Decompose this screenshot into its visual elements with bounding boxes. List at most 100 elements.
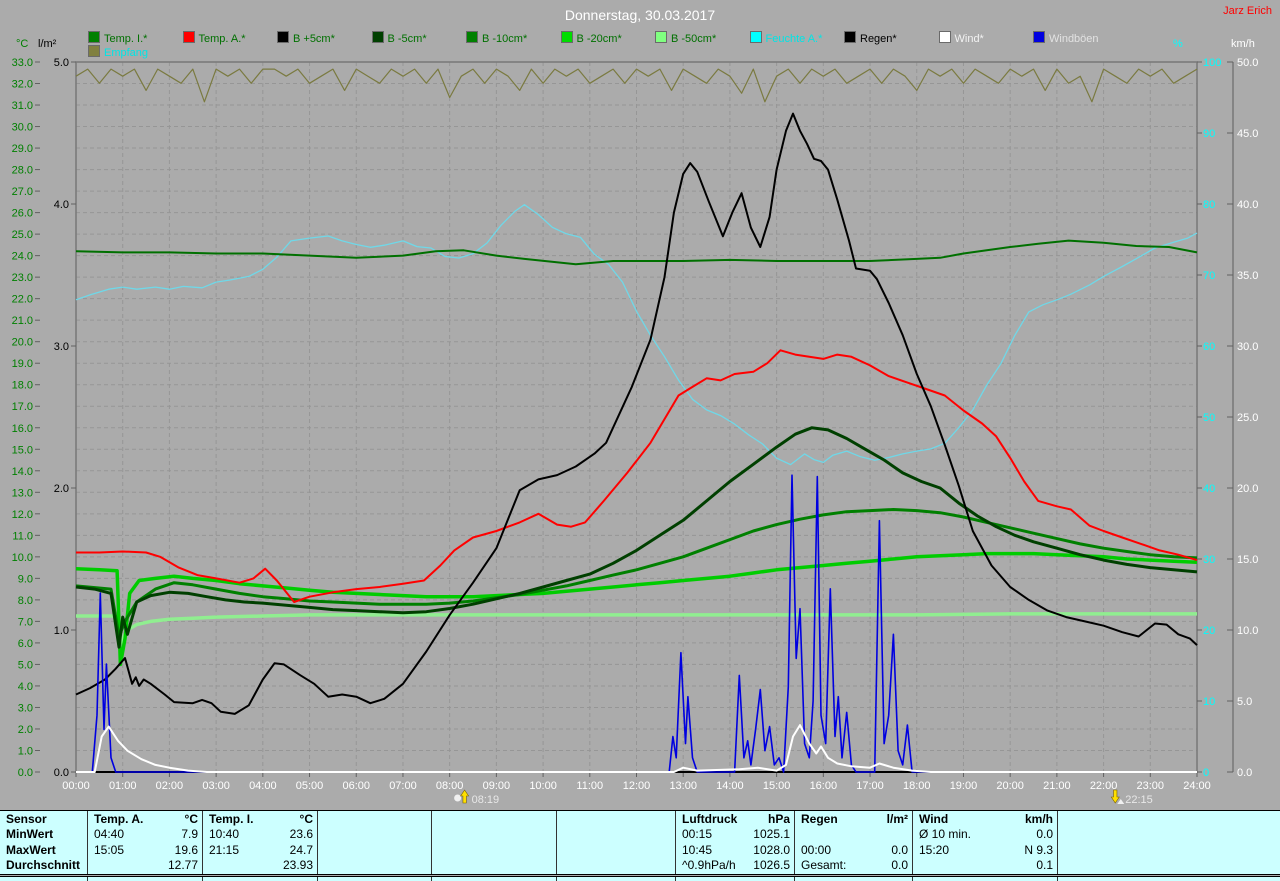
svg-text:12.0: 12.0 xyxy=(12,509,33,521)
svg-text:20.0: 20.0 xyxy=(12,337,33,349)
svg-text:18:00: 18:00 xyxy=(903,780,931,792)
legend-label: B -20cm* xyxy=(576,33,622,45)
legend-swatch-icon xyxy=(560,31,573,43)
svg-text:25.0: 25.0 xyxy=(12,229,33,241)
cell-value: 12.77 xyxy=(167,858,198,873)
legend-label: Wind* xyxy=(954,33,984,45)
svg-text:7.0: 7.0 xyxy=(18,616,33,628)
svg-text:60: 60 xyxy=(1203,341,1215,353)
series-b5 xyxy=(75,426,1198,649)
svg-text:04:00: 04:00 xyxy=(249,780,277,792)
svg-text:29.0: 29.0 xyxy=(12,143,33,155)
svg-text:19.0: 19.0 xyxy=(12,358,33,370)
table-column-regen: Regen l/m² 00:00 0.0 Gesamt: 0.0 xyxy=(795,811,913,874)
col-unit: °C xyxy=(299,812,313,826)
chart-canvas: 0.0 1.0 2.0 3.0 4.0 5.0 6.0 7.0 8.0 9.0 10.0 11.0 12… xyxy=(12,57,1259,806)
svg-text:5.0: 5.0 xyxy=(54,57,69,69)
table-column-empty-3 xyxy=(432,811,557,874)
legend-swatch-icon xyxy=(655,31,667,43)
unit-label-rain: l/m² xyxy=(38,38,57,50)
svg-text:00:00: 00:00 xyxy=(62,780,90,792)
svg-text:13:00: 13:00 xyxy=(669,780,697,792)
svg-text:20: 20 xyxy=(1203,625,1215,637)
legend-swatch-icon xyxy=(88,31,100,43)
stats-table: Sensor MinWert MaxWert Durchschnitt Temp. A.… xyxy=(0,810,1280,875)
svg-text:22.0: 22.0 xyxy=(12,294,33,306)
svg-text:07:00: 07:00 xyxy=(389,780,417,792)
svg-text:0: 0 xyxy=(1203,767,1209,779)
svg-text:18.0: 18.0 xyxy=(12,380,33,392)
svg-text:0.0: 0.0 xyxy=(18,767,33,779)
sunrise-marker: 08:19 xyxy=(454,789,499,806)
legend-swatch-icon xyxy=(371,31,384,43)
legend-label: Temp. A.* xyxy=(198,33,246,45)
svg-text:20:00: 20:00 xyxy=(996,780,1024,792)
svg-text:6.0: 6.0 xyxy=(18,638,33,650)
legend-item-3: B -5cm* xyxy=(371,31,427,45)
legend-label: Regen* xyxy=(860,33,897,45)
legend-swatch-icon xyxy=(1033,31,1045,43)
cell-time: 10:40 xyxy=(209,827,240,842)
svg-text:17:00: 17:00 xyxy=(856,780,884,792)
unit-label-temp: °C xyxy=(16,38,29,50)
legend-label: B -5cm* xyxy=(387,33,427,45)
svg-text:30: 30 xyxy=(1203,554,1215,566)
col-title: Temp. A. xyxy=(94,812,144,826)
row-label: MinWert xyxy=(6,827,54,842)
cell-value: 1026.5 xyxy=(753,858,790,873)
col-unit: l/m² xyxy=(886,812,908,826)
table-column-empty-4 xyxy=(557,811,676,874)
svg-text:22:15: 22:15 xyxy=(1125,794,1153,806)
svg-text:5.0: 5.0 xyxy=(1237,696,1252,708)
legend-item-8: Regen* xyxy=(844,31,897,45)
svg-text:11.0: 11.0 xyxy=(12,530,33,542)
svg-text:0.0: 0.0 xyxy=(1237,767,1252,779)
legend-swatch-icon xyxy=(938,31,951,43)
col-unit: km/h xyxy=(1024,812,1053,826)
series-wind xyxy=(76,724,1197,773)
svg-text:80: 80 xyxy=(1203,199,1215,211)
svg-text:2.0: 2.0 xyxy=(54,483,69,495)
svg-text:12:00: 12:00 xyxy=(623,780,651,792)
cell-value: 23.6 xyxy=(289,827,313,842)
svg-text:1.0: 1.0 xyxy=(54,625,69,637)
legend-item-7: Feuchte A.* xyxy=(749,31,823,45)
series-b10 xyxy=(75,508,1198,638)
svg-text:50: 50 xyxy=(1203,412,1215,424)
series-feuchte xyxy=(75,204,1198,466)
svg-text:90: 90 xyxy=(1203,128,1215,140)
table-row-labels-column: Sensor MinWert MaxWert Durchschnitt xyxy=(0,811,88,874)
table-column-wind: Wind km/h Ø 10 min. 0.0 15:20 N 9.3 0.1 xyxy=(913,811,1058,874)
legend-item-9: Wind* xyxy=(938,31,984,45)
legend-swatch-icon xyxy=(182,31,195,43)
cell-value: 23.93 xyxy=(282,858,313,873)
svg-text:32.0: 32.0 xyxy=(12,79,33,91)
cell-value: 7.9 xyxy=(181,827,198,842)
series-empfang xyxy=(75,68,1198,103)
cell-time: 21:15 xyxy=(209,842,240,857)
svg-text:19:00: 19:00 xyxy=(950,780,978,792)
page-title: Donnerstag, 30.03.2017 xyxy=(564,7,716,23)
svg-text:35.0: 35.0 xyxy=(1237,270,1258,282)
svg-text:03:00: 03:00 xyxy=(202,780,230,792)
svg-text:10:00: 10:00 xyxy=(529,780,557,792)
legend-label: Feuchte A.* xyxy=(765,33,823,45)
cell-time: 00:15 xyxy=(682,827,713,842)
svg-text:5.0: 5.0 xyxy=(18,659,33,671)
cell-time: 00:00 xyxy=(801,842,832,857)
legend-swatch-icon xyxy=(749,31,762,43)
svg-text:24:00: 24:00 xyxy=(1183,780,1211,792)
svg-text:28.0: 28.0 xyxy=(12,165,33,177)
col-title: Regen xyxy=(801,812,838,826)
cell-value: 24.7 xyxy=(289,842,313,857)
svg-text:50.0: 50.0 xyxy=(1237,57,1258,69)
cell-time: Ø 10 min. xyxy=(919,827,972,842)
svg-text:23:00: 23:00 xyxy=(1137,780,1165,792)
svg-text:15.0: 15.0 xyxy=(12,444,33,456)
cell-time: 15:20 xyxy=(919,842,950,857)
col-title: Wind xyxy=(919,812,949,826)
legend-item-5: B -20cm* xyxy=(560,31,622,45)
cell-value: 0.0 xyxy=(891,842,908,857)
series-windboeen xyxy=(76,474,1197,773)
svg-text:3.0: 3.0 xyxy=(54,341,69,353)
